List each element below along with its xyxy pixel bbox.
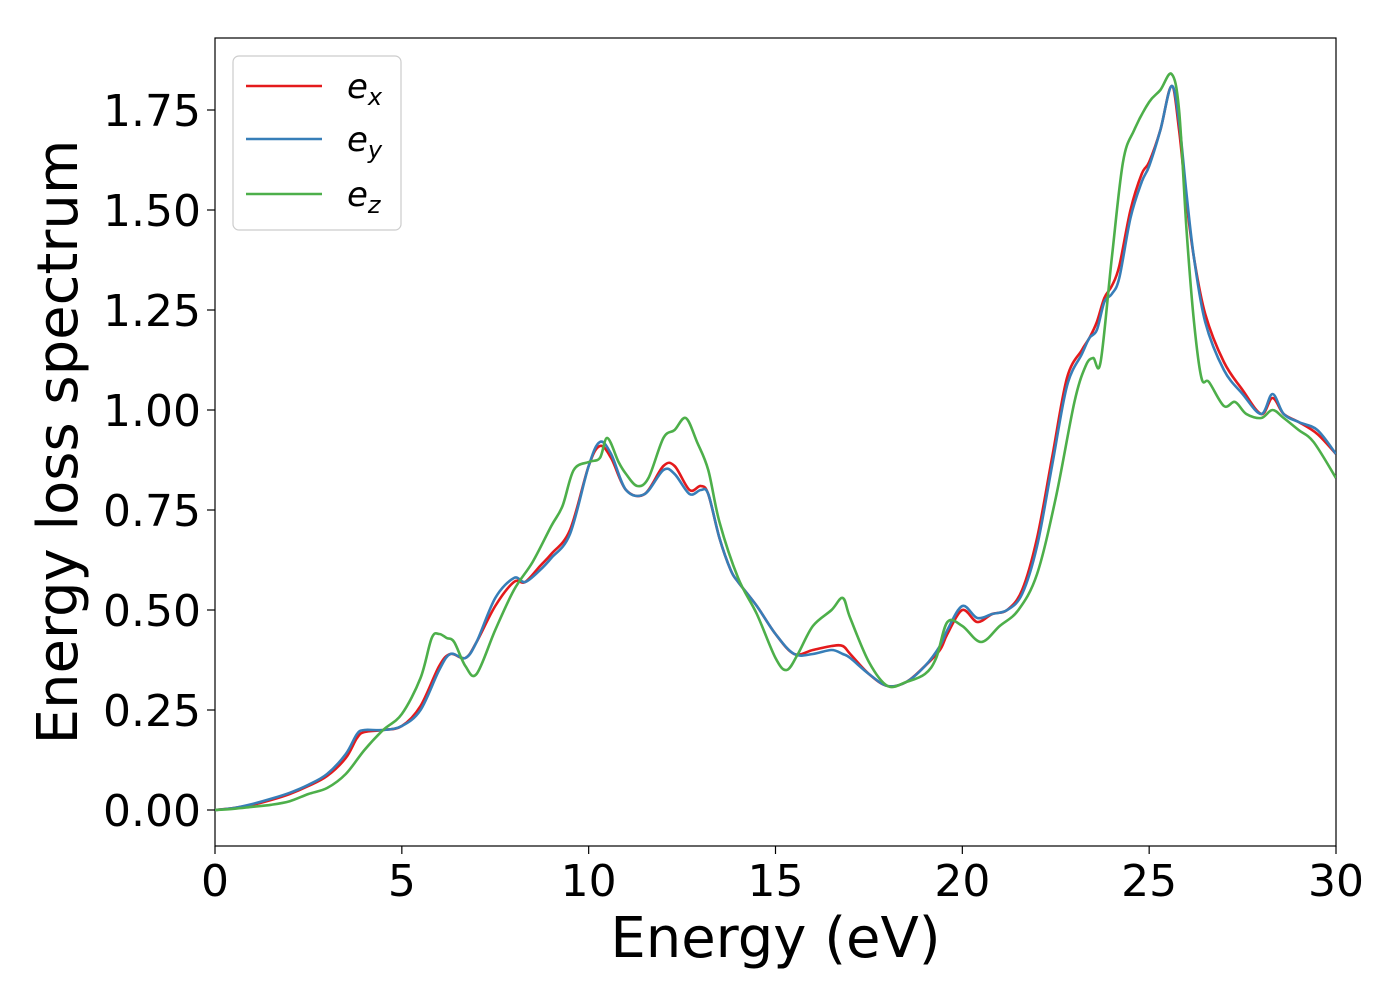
legend-label-subscript: z <box>367 191 382 219</box>
y-tick-label: 0.75 <box>103 486 201 537</box>
y-tick-label: 0.25 <box>103 686 201 737</box>
y-tick-label: 1.25 <box>103 286 201 337</box>
y-axis-ticks: 0.00 0.25 0.50 0.75 1.00 1.25 1.50 1.75 <box>103 86 215 837</box>
x-tick-label: 5 <box>388 856 416 907</box>
legend-label-base: e <box>347 175 368 215</box>
legend-label-e-y: ey <box>347 120 383 164</box>
x-tick-label: 30 <box>1308 856 1364 907</box>
legend-label-e-z: ez <box>347 175 382 219</box>
y-tick-label: 1.00 <box>103 386 201 437</box>
legend-label-base: e <box>347 120 368 160</box>
series-layer <box>215 72 1336 812</box>
x-tick-label: 15 <box>748 856 804 907</box>
y-tick-label: 0.50 <box>103 586 201 637</box>
x-axis-ticks: 0 5 10 15 20 25 30 <box>201 846 1364 907</box>
y-tick-label: 1.50 <box>103 186 201 237</box>
legend-box <box>232 55 402 231</box>
y-tick-label: 1.75 <box>103 86 201 137</box>
legend-label-subscript: y <box>367 136 383 164</box>
y-axis-label: Energy loss spectrum <box>26 140 91 745</box>
legend-label-e-x: ex <box>347 67 383 111</box>
x-tick-label: 20 <box>934 856 990 907</box>
legend-label-base: e <box>347 67 368 107</box>
x-tick-label: 25 <box>1121 856 1177 907</box>
series-line-e-y <box>215 84 1336 812</box>
x-tick-label: 10 <box>561 856 617 907</box>
legend-label-subscript: x <box>367 83 383 111</box>
y-tick-label: 0.00 <box>103 786 201 837</box>
x-axis-label: Energy (eV) <box>610 906 940 971</box>
series-line-e-z <box>215 72 1336 812</box>
x-tick-label: 0 <box>201 856 229 907</box>
